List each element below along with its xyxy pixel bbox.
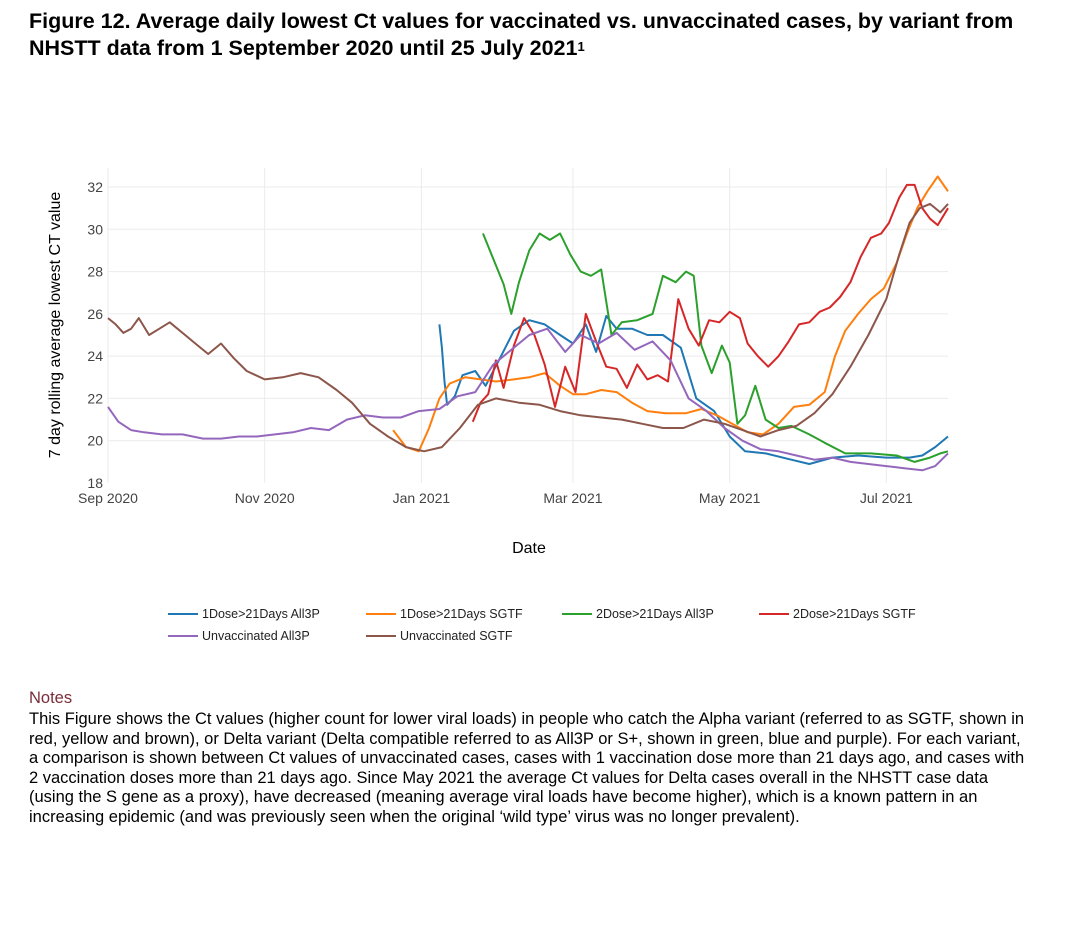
x-tick-label: Sep 2020 — [78, 490, 138, 506]
legend-label: 1Dose>21Days All3P — [202, 607, 320, 621]
series-line-unvaccinated-sgtf — [107, 202, 949, 453]
legend-label: 1Dose>21Days SGTF — [400, 607, 523, 621]
series-lines — [107, 175, 949, 472]
x-tick-label: Mar 2021 — [543, 490, 602, 506]
y-tick-label: 22 — [87, 390, 103, 406]
series-line-1dose-21days-all3p — [438, 315, 949, 465]
legend-label: 2Dose>21Days All3P — [596, 607, 714, 621]
series-line-unvaccinated-all3p — [107, 327, 949, 472]
legend-item: 1Dose>21Days SGTF — [366, 607, 523, 621]
notes-text: This Figure shows the Ct values (higher … — [29, 710, 1025, 826]
y-tick-label: 30 — [87, 221, 103, 237]
y-tick-label: 32 — [87, 179, 103, 195]
legend: 1Dose>21Days All3P 1Dose>21Days SGTF 2Dose… — [168, 607, 916, 643]
notes-heading: Notes — [29, 689, 73, 707]
x-tick-label: Nov 2020 — [235, 490, 295, 506]
y-tick-label: 24 — [87, 348, 103, 364]
legend-item: 2Dose>21Days SGTF — [759, 607, 916, 621]
y-tick-label: 28 — [87, 264, 103, 280]
y-axis-ticks: 18 20 22 24 26 28 30 32 — [87, 179, 103, 491]
x-axis-ticks: Sep 2020 Nov 2020 Jan 2021 Mar 2021 May 2021… — [78, 490, 913, 506]
legend-label: Unvaccinated All3P — [202, 629, 310, 643]
series-line-2dose-21days-all3p — [482, 232, 949, 463]
legend-item: Unvaccinated SGTF — [366, 629, 513, 643]
x-tick-label: Jul 2021 — [860, 490, 913, 506]
y-tick-label: 18 — [87, 475, 103, 491]
title-footnote-marker: 1 — [577, 39, 585, 54]
x-axis-label: Date — [512, 540, 546, 557]
line-chart: 18 20 22 24 26 28 30 32 Sep 2020 Nov 2020 Jan 202… — [47, 168, 949, 643]
series-line-1dose-21days-sgtf — [392, 175, 949, 453]
legend-label: 2Dose>21Days SGTF — [793, 607, 916, 621]
x-tick-label: Jan 2021 — [393, 490, 451, 506]
series-line-2dose-21days-sgtf — [471, 183, 949, 423]
y-tick-label: 20 — [87, 433, 103, 449]
x-tick-label: May 2021 — [699, 490, 761, 506]
grid-lines — [107, 168, 948, 483]
legend-label: Unvaccinated SGTF — [400, 629, 513, 643]
y-tick-label: 26 — [87, 306, 103, 322]
figure-title: Figure 12. Average daily lowest Ct value… — [29, 9, 1014, 60]
legend-item: 2Dose>21Days All3P — [562, 607, 714, 621]
y-axis-label: 7 day rolling average lowest CT value — [47, 192, 64, 459]
legend-item: Unvaccinated All3P — [168, 629, 310, 643]
legend-item: 1Dose>21Days All3P — [168, 607, 320, 621]
